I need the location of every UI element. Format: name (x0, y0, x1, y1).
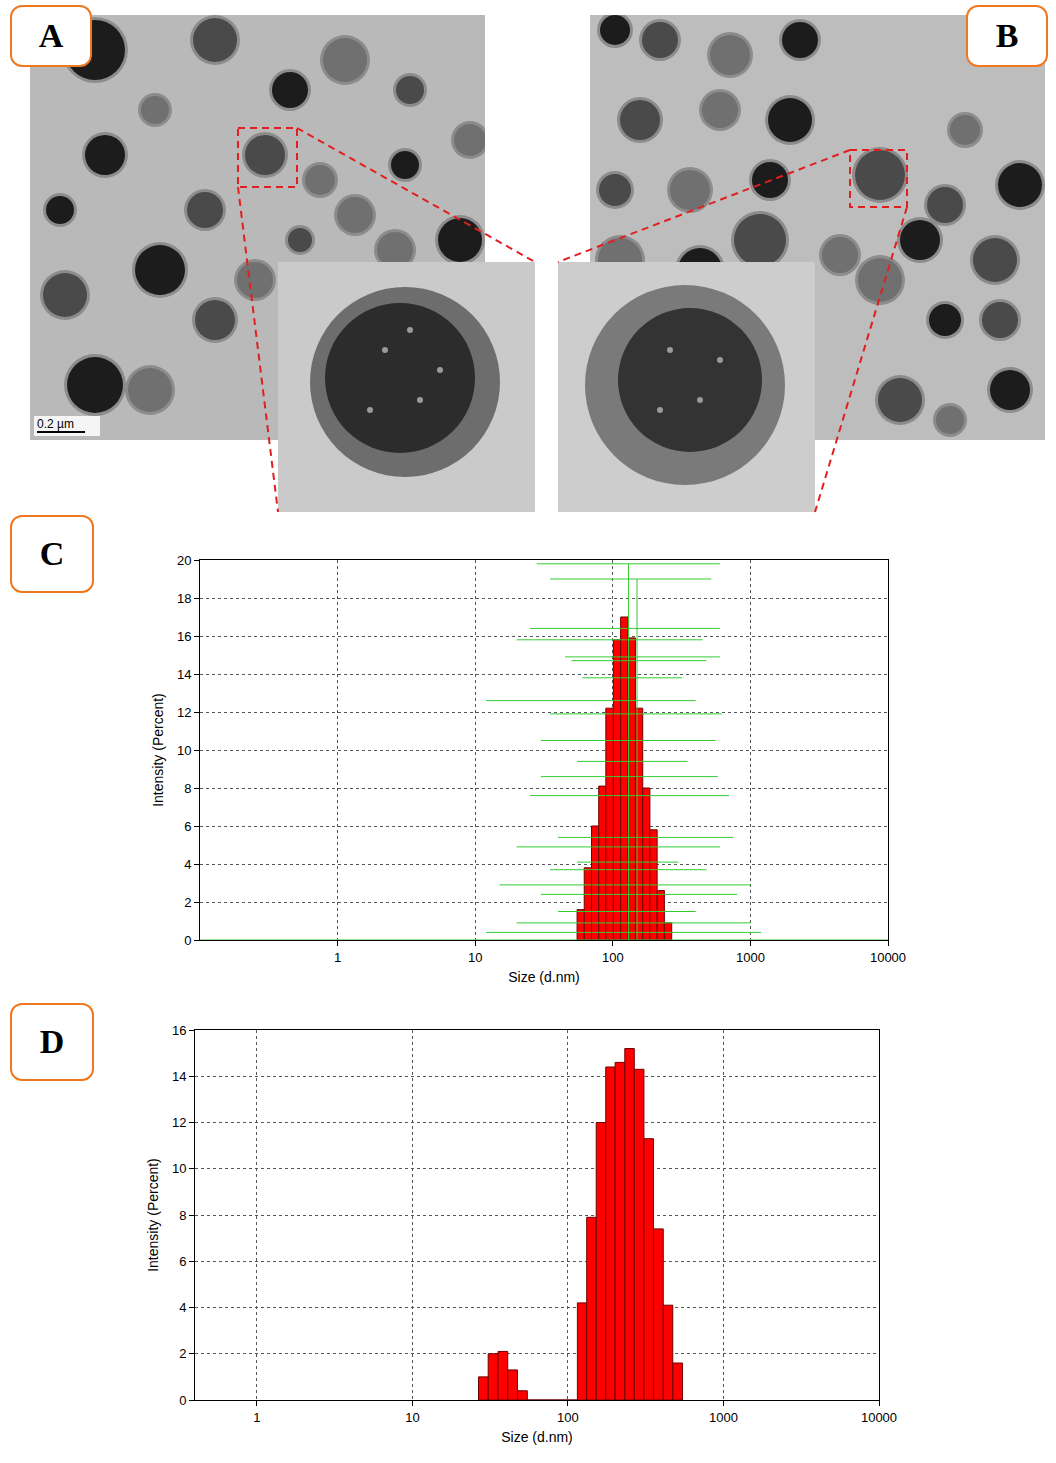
svg-text:Size (d.nm): Size (d.nm) (508, 969, 580, 985)
svg-text:16: 16 (177, 629, 191, 644)
svg-text:10000: 10000 (861, 1410, 897, 1425)
svg-text:14: 14 (177, 667, 191, 682)
html-text:D: D (39, 1023, 65, 1060)
svg-text:10: 10 (468, 950, 482, 965)
svg-text:0.2 µm: 0.2 µm (37, 417, 74, 431)
svg-text:18: 18 (177, 591, 191, 606)
svg-text:6: 6 (184, 819, 191, 834)
svg-text:Intensity (Percent): Intensity (Percent) (150, 693, 166, 807)
svg-text:4: 4 (179, 1300, 186, 1315)
svg-text:1000: 1000 (736, 950, 765, 965)
svg-text:10000: 10000 (870, 950, 906, 965)
svg-text:6: 6 (179, 1254, 186, 1269)
svg-text:1: 1 (253, 1410, 260, 1425)
svg-text:Size (d.nm): Size (d.nm) (501, 1429, 573, 1445)
svg-text:2: 2 (184, 895, 191, 910)
svg-text:14: 14 (172, 1069, 186, 1084)
svg-text:10: 10 (177, 743, 191, 758)
svg-text:100: 100 (602, 950, 624, 965)
svg-text:1000: 1000 (709, 1410, 738, 1425)
svg-text:8: 8 (179, 1208, 186, 1223)
svg-text:0: 0 (184, 933, 191, 948)
svg-text:0: 0 (179, 1393, 186, 1408)
html-text:C: C (39, 535, 65, 572)
svg-text:20: 20 (177, 553, 191, 568)
html-text:A: A (38, 17, 64, 54)
svg-text:12: 12 (172, 1115, 186, 1130)
html-text:B: B (995, 17, 1019, 54)
svg-text:12: 12 (177, 705, 191, 720)
svg-text:100: 100 (557, 1410, 579, 1425)
svg-text:1: 1 (334, 950, 341, 965)
svg-text:8: 8 (184, 781, 191, 796)
svg-text:4: 4 (184, 857, 191, 872)
svg-text:10: 10 (405, 1410, 419, 1425)
svg-text:10: 10 (172, 1161, 186, 1176)
svg-text:Intensity (Percent): Intensity (Percent) (145, 1158, 161, 1272)
svg-text:2: 2 (179, 1346, 186, 1361)
svg-text:16: 16 (172, 1023, 186, 1038)
